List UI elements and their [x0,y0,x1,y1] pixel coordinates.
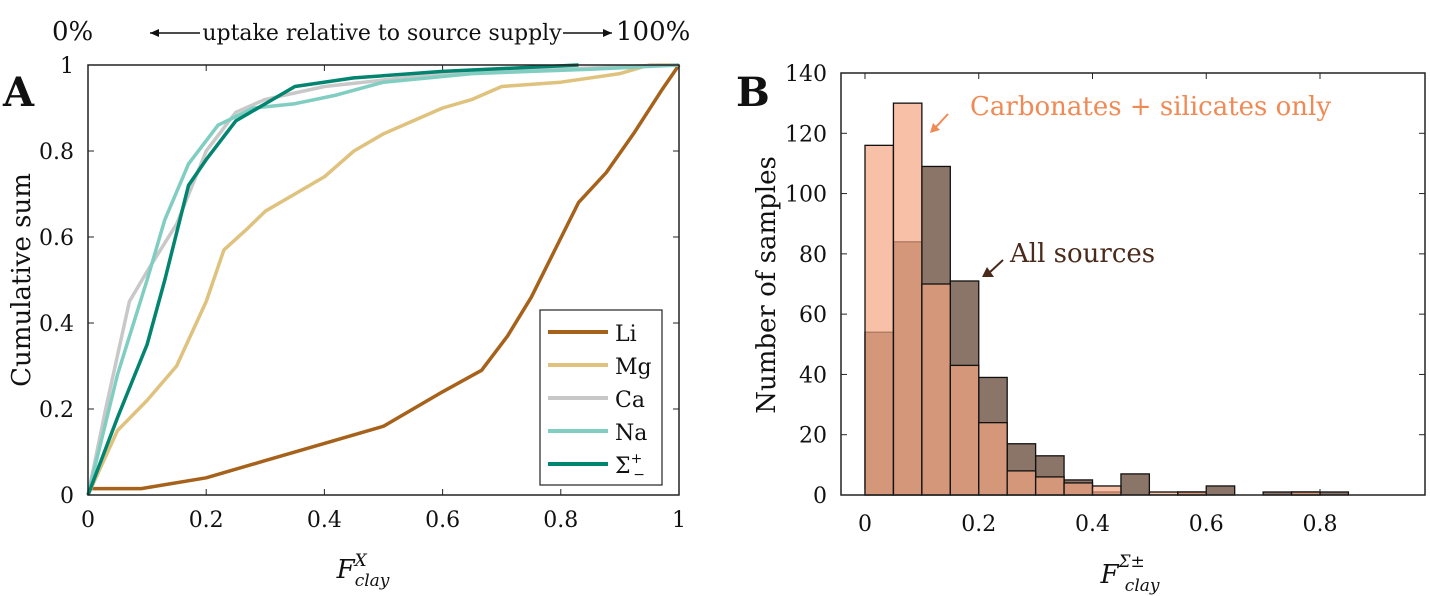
x-tick-label-0.2: 0.2 [189,508,224,533]
y-tick-label-0: 0 [60,484,74,509]
series-line-Σ [86,63,579,496]
x-tick-label-0: 0 [81,508,95,533]
y-tick-label-0.6: 0.6 [39,226,74,251]
x-tick-label-0: 0 [858,512,872,537]
bar-carbonates-silicates [1006,470,1037,496]
annotation-carbonates: Carbonates + silicates only [970,92,1331,122]
series-line-Mg [86,63,679,496]
bar-all-sources [1205,485,1236,496]
panel-label-a: A [2,69,35,116]
series-line-Na [86,63,680,496]
y-tick-label-0.4: 0.4 [39,312,74,337]
bar-carbonates-silicates [864,144,895,496]
legend-label-Li: Li [615,322,637,347]
y-tick-label-80: 80 [799,243,827,268]
y-tick-label-40: 40 [799,363,827,388]
legend-label-Ca: Ca [615,388,645,413]
y-tick-label-140: 140 [785,62,827,87]
x-tick-label-0.8: 0.8 [1303,512,1338,537]
x-tick-label-0.6: 0.6 [1189,512,1224,537]
annotation-all-sources: All sources [1009,239,1155,269]
bar-carbonates-silicates [1063,482,1094,496]
x-tick-label-0.6: 0.6 [425,508,460,533]
bar-all-sources [1120,473,1151,496]
chart-a-xlabel: FX clay [336,551,390,591]
chart-a: 0 0.2 0.4 0.6 0.8 1 0 0.2 0.4 0.6 0.8 1 Li Mg Ca Na Σ+ − [39,54,686,533]
annotation-carbonates-arrow [930,113,949,133]
x-tick-label-0.8: 0.8 [543,508,578,533]
y-tick-label-0: 0 [813,484,827,509]
bar-carbonates-silicates [1091,485,1122,496]
plot-frame [87,64,680,496]
legend-label-Mg: Mg [615,355,652,380]
annotation-all-sources-arrow [982,259,1004,277]
x-tick-label-0.4: 0.4 [1075,512,1110,537]
header-arrow-right [563,29,612,37]
bar-carbonates-silicates [1034,476,1065,496]
bar-carbonates-silicates [978,422,1008,496]
series-line-Li [88,64,681,491]
y-tick-label-100: 100 [785,183,827,208]
bar-carbonates-silicates [892,102,923,496]
bar-carbonates-silicates [921,283,951,496]
y-tick-label-60: 60 [799,303,827,328]
x-tick-label-1: 1 [672,508,686,533]
y-tick-label-120: 120 [785,122,827,147]
y-tick-label-0.8: 0.8 [39,140,74,165]
header-left: 0% [52,17,93,47]
y-tick-label-1: 1 [60,54,74,79]
bar-carbonates-silicates [949,364,980,496]
plot-frame [840,72,1426,496]
chart-b: 0 0.2 0.4 0.6 0.8 0 20 40 60 80 100 120 140 [785,62,1426,537]
y-tick-label-0.2: 0.2 [39,398,74,423]
y-tick-label-20: 20 [799,424,827,449]
chart-b-ylabel: Number of samples [752,156,782,414]
x-tick-label-0.2: 0.2 [961,512,996,537]
panel-label-b: B [736,69,770,116]
legend-label-Σ: Σ+ − [615,451,645,483]
chart-a-ylabel: Cumulative sum [7,173,37,387]
header-right: 100% [616,17,690,47]
x-tick-label-0.4: 0.4 [307,508,342,533]
header-arrow-left [150,29,200,37]
chart-b-xlabel: FΣ± clay [1099,552,1159,596]
header-middle: uptake relative to source supply [202,21,562,46]
legend-label-Na: Na [615,421,647,446]
